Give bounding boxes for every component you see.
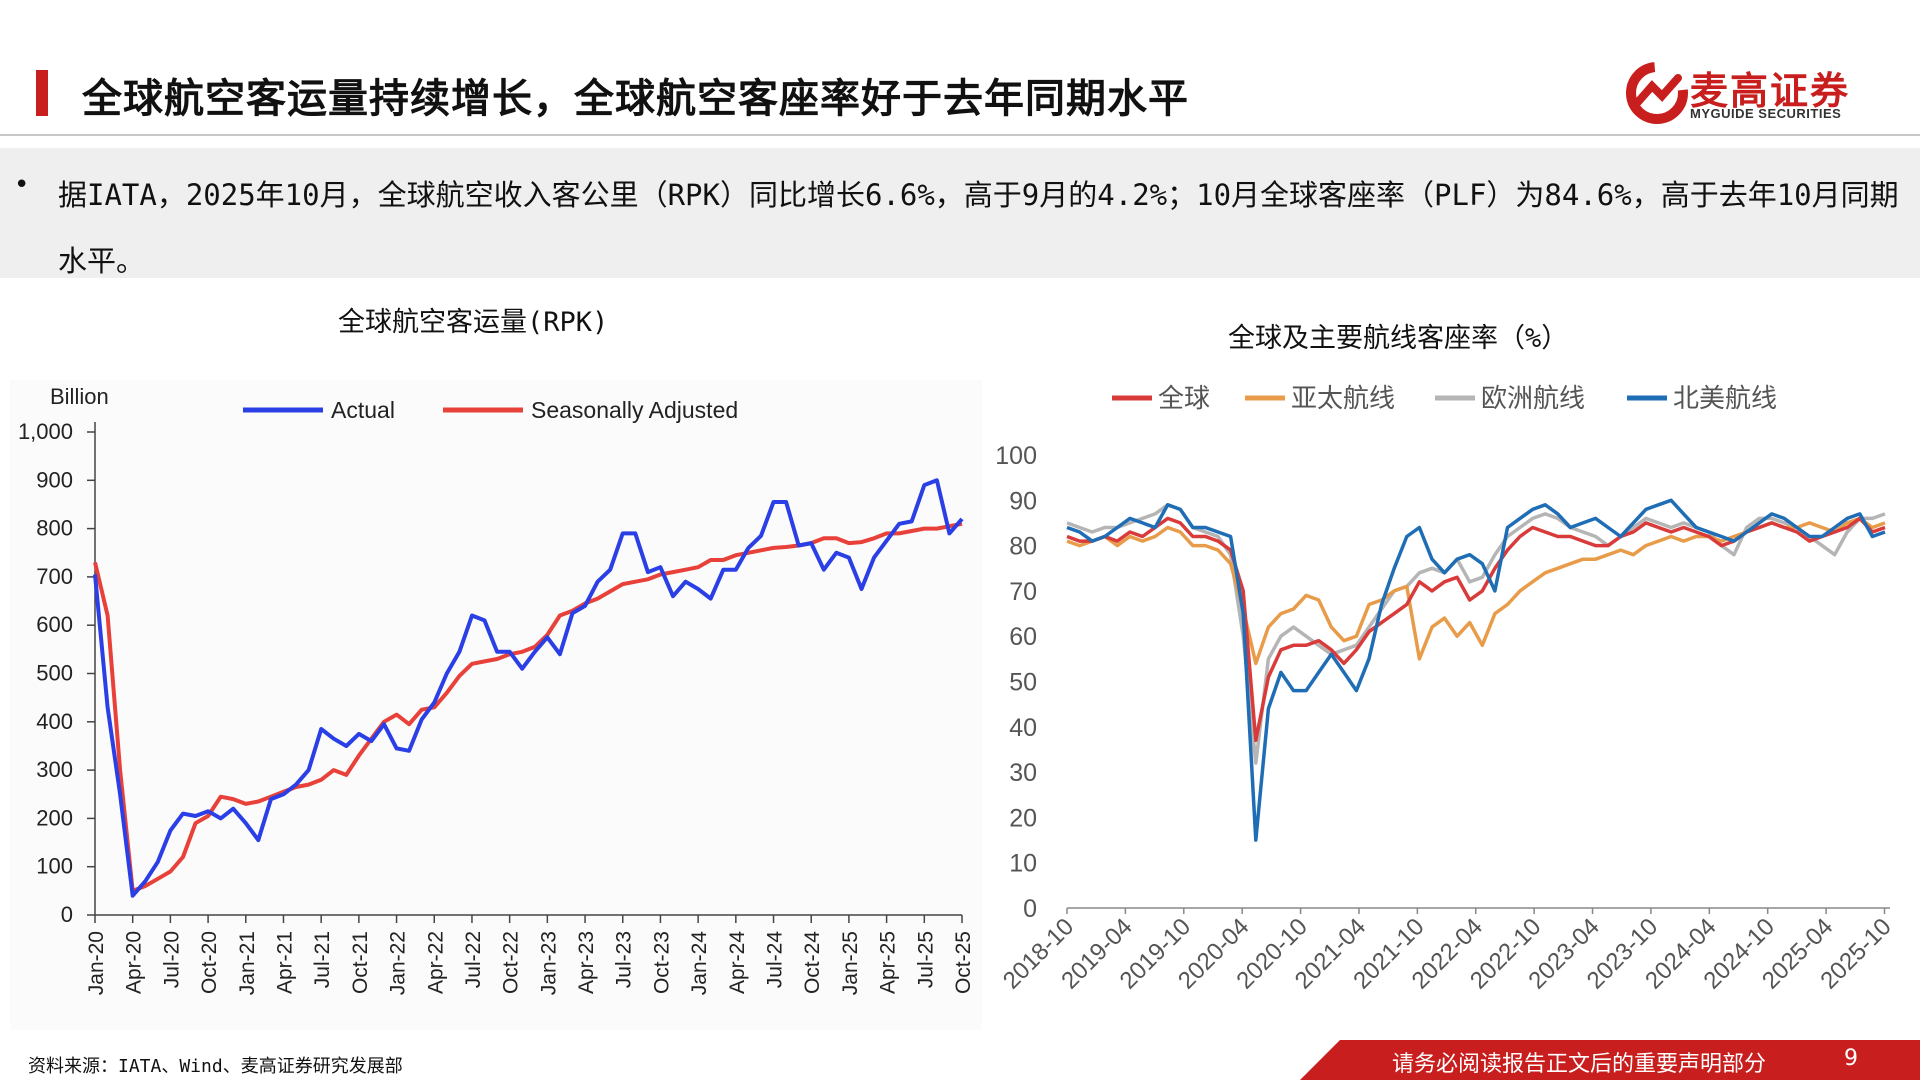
y-tick-label: 700 xyxy=(36,564,73,589)
brand-logo-icon xyxy=(1626,62,1688,124)
x-tick-label: Jul-24 xyxy=(764,931,787,989)
legend-label: 欧洲航线 xyxy=(1481,384,1585,414)
load-factor-chart: 01020304050607080901002018-102019-042019… xyxy=(995,384,1896,995)
summary-bullet: • xyxy=(14,170,30,200)
y-axis-label: Billion xyxy=(50,384,109,409)
title-accent-bar xyxy=(36,70,48,116)
rpk-chart: Billion 0 100 200 300 400 500 600 700 800 900 1,000… xyxy=(10,380,982,1030)
footer-notice: 请务必阅读报告正文后的重要声明部分 xyxy=(1392,1052,1767,1077)
series-line-seasonally-adjusted xyxy=(93,521,963,893)
x-tick-label: Oct-23 xyxy=(650,931,673,994)
brand-name: 麦高证券 xyxy=(1690,69,1851,113)
x-tick-label: Oct-25 xyxy=(952,931,975,994)
x-tick-label: Jul-25 xyxy=(914,931,937,988)
x-tick-label: Apr-24 xyxy=(726,931,749,994)
x-tick-label: Apr-20 xyxy=(123,931,146,994)
y-tick-label: 200 xyxy=(36,805,73,830)
y-tick-label: 900 xyxy=(36,467,73,492)
y-tick-label: 1,000 xyxy=(18,419,73,444)
summary-panel: • 据IATA，2025年10月，全球航空收入客公里（RPK）同比增长6.6%，… xyxy=(0,148,1920,278)
y-tick-label: 70 xyxy=(1009,578,1037,606)
y-tick-label: 600 xyxy=(36,612,73,637)
x-tick-label: Oct-24 xyxy=(801,931,824,994)
x-tick-label: Apr-25 xyxy=(877,931,900,994)
series-line-actual xyxy=(93,478,964,898)
y-tick-label: 500 xyxy=(36,661,73,686)
footer-band xyxy=(1300,1040,1920,1080)
x-tick-label: Jul-22 xyxy=(462,931,485,988)
y-tick-label: 100 xyxy=(995,442,1037,470)
x-tick-label: Apr-22 xyxy=(424,931,447,994)
y-tick-label: 10 xyxy=(1009,850,1037,878)
x-tick-label: Oct-22 xyxy=(500,931,523,994)
x-tick-label: Oct-20 xyxy=(198,931,221,994)
x-tick-label: Apr-21 xyxy=(273,931,296,994)
legend-label: Seasonally Adjusted xyxy=(531,397,738,423)
x-tick-label: Jan-20 xyxy=(85,931,108,995)
chart2-title: 全球及主要航线客座率（%） xyxy=(1228,323,1569,354)
x-tick-label: Jan-24 xyxy=(688,931,711,996)
x-tick-label: Jan-22 xyxy=(387,931,410,995)
x-tick-label: Jan-23 xyxy=(537,931,560,995)
header-divider xyxy=(0,134,1920,136)
y-tick-label: 300 xyxy=(36,757,73,782)
y-tick-label: 0 xyxy=(61,902,73,927)
series-line-2 xyxy=(1066,503,1886,765)
y-tick-label: 0 xyxy=(1023,895,1037,923)
x-tick-label: Jan-21 xyxy=(236,931,259,995)
legend-label: 全球 xyxy=(1158,384,1210,414)
y-tick-label: 800 xyxy=(36,516,73,541)
chart1-title: 全球航空客运量(RPK) xyxy=(338,307,609,338)
legend-label: 亚太航线 xyxy=(1291,384,1395,414)
brand-subtitle: MYGUIDE SECURITIES xyxy=(1690,106,1842,121)
y-tick-label: 90 xyxy=(1009,487,1037,515)
y-tick-label: 60 xyxy=(1009,623,1037,651)
y-tick-label: 50 xyxy=(1009,669,1037,697)
page-title: 全球航空客运量持续增长，全球航空客座率好于去年同期水平 xyxy=(82,76,1189,122)
y-tick-label: 80 xyxy=(1009,533,1037,561)
y-tick-label: 400 xyxy=(36,709,73,734)
summary-text: 据IATA，2025年10月，全球航空收入客公里（RPK）同比增长6.6%，高于… xyxy=(58,178,1899,278)
page-number: 9 xyxy=(1844,1046,1858,1071)
x-tick-label: Oct-21 xyxy=(349,931,372,994)
series-line-3 xyxy=(1066,498,1886,842)
legend-label: Actual xyxy=(331,397,395,423)
y-tick-label: 40 xyxy=(1009,714,1037,742)
x-tick-label: Jul-20 xyxy=(160,931,183,988)
series-line-1 xyxy=(1066,516,1886,666)
x-tick-label: Jan-25 xyxy=(839,931,862,995)
y-tick-label: 100 xyxy=(36,854,73,879)
source-note: 资料来源：IATA、Wind、麦高证券研究发展部 xyxy=(28,1056,403,1077)
legend-label: 北美航线 xyxy=(1673,384,1777,414)
x-tick-label: Jul-23 xyxy=(613,931,636,988)
chart1-background xyxy=(10,380,982,1030)
series-line-0 xyxy=(1066,516,1886,743)
x-tick-label: Jul-21 xyxy=(311,931,334,988)
y-tick-label: 30 xyxy=(1009,759,1037,787)
y-tick-label: 20 xyxy=(1009,804,1037,832)
x-tick-label: Apr-23 xyxy=(575,931,598,994)
